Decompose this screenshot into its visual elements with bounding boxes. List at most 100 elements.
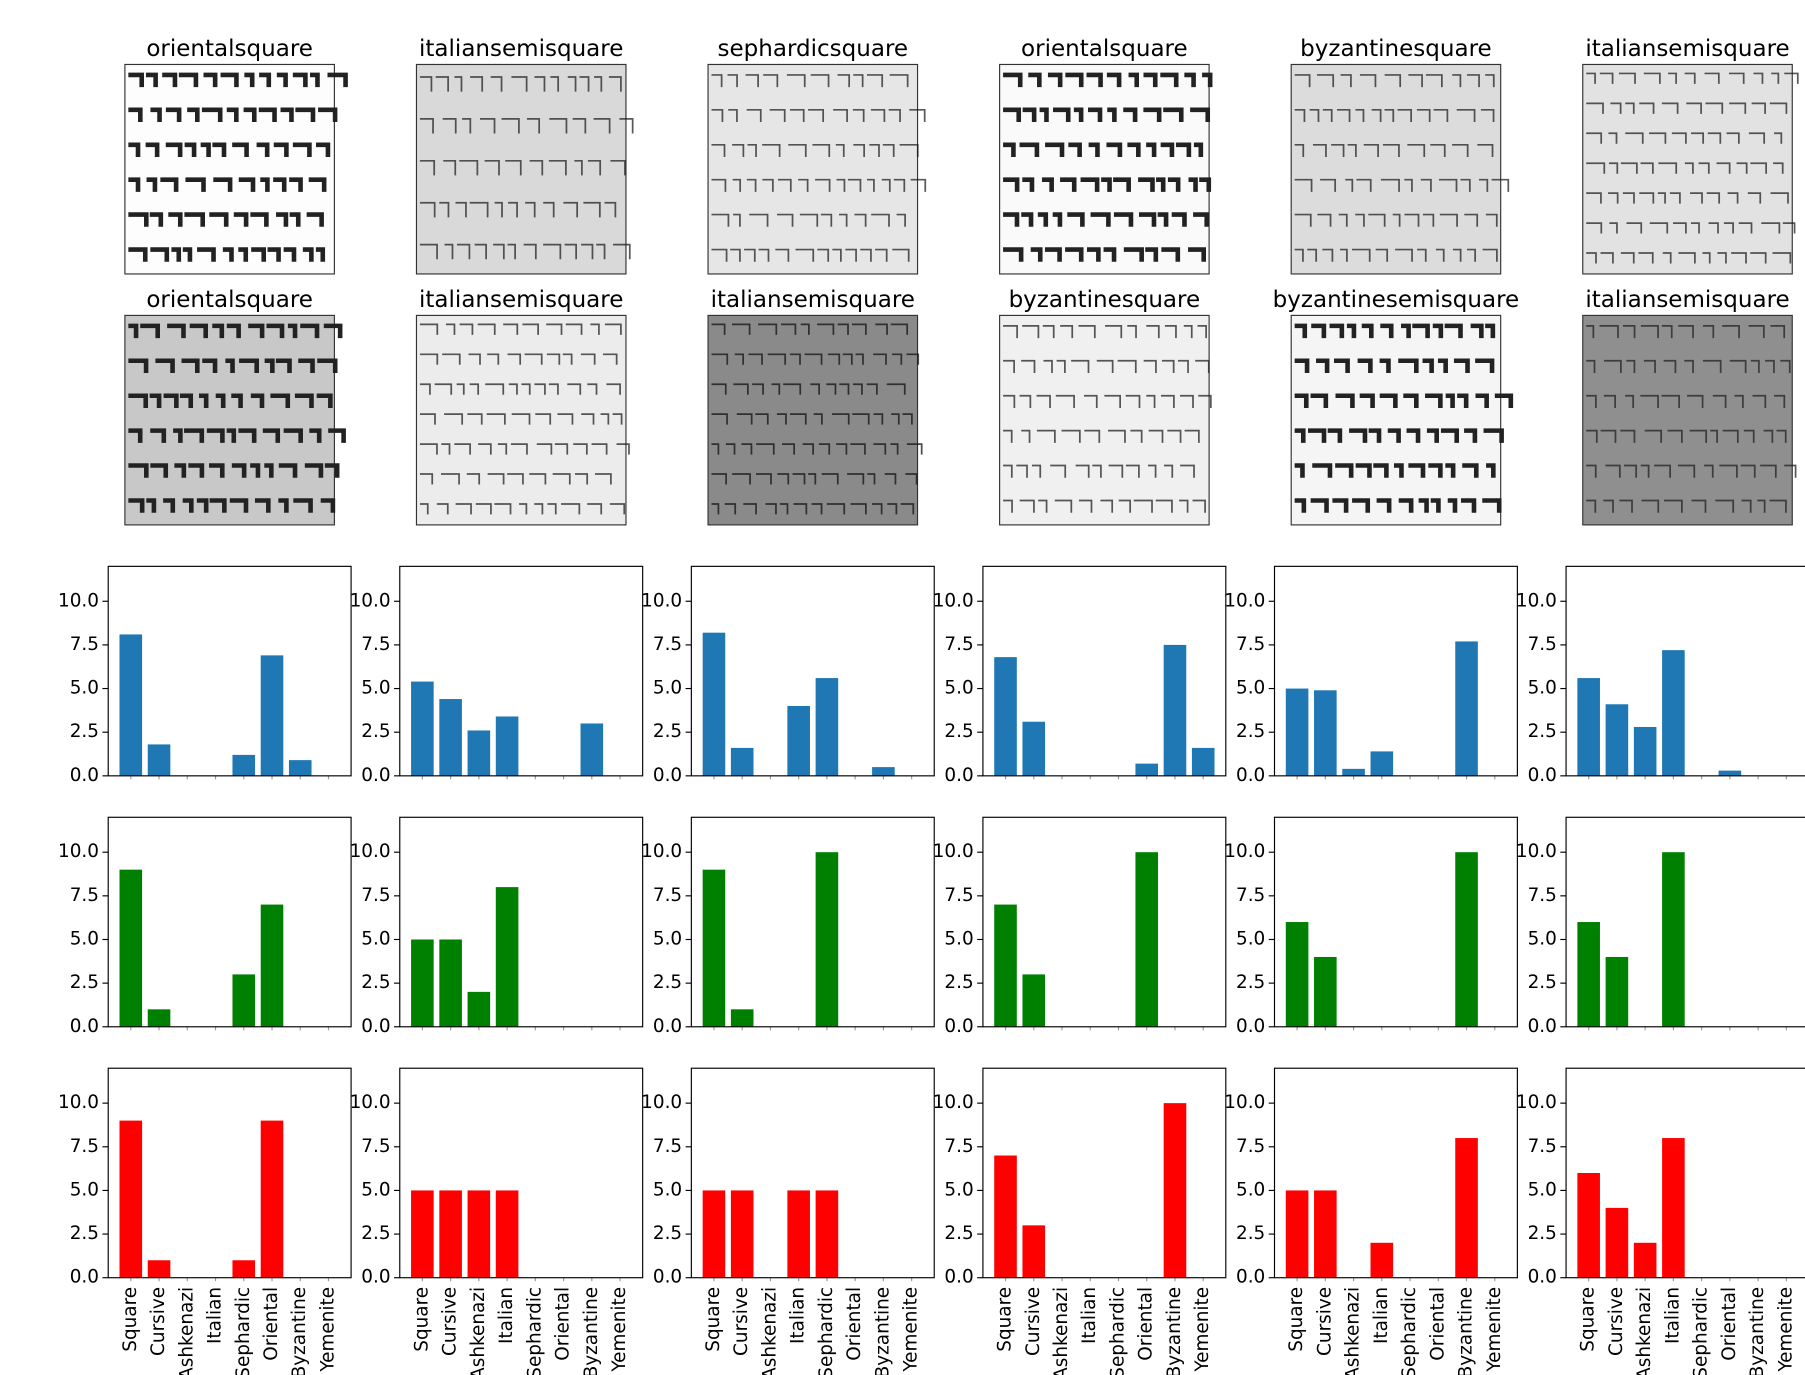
y-tick-label: 5.0 — [1236, 1179, 1265, 1200]
y-tick-label: 10.0 — [1224, 841, 1265, 862]
y-tick-label: 7.5 — [70, 1136, 99, 1157]
bar — [703, 633, 726, 776]
bar — [703, 1190, 726, 1277]
bar — [1662, 650, 1685, 776]
y-tick-label: 7.5 — [361, 634, 390, 655]
y-tick-label: 0.0 — [1528, 1016, 1557, 1037]
plot-frame — [1566, 1068, 1805, 1278]
image-title: italiansemisquare — [419, 287, 623, 313]
y-tick-label: 7.5 — [70, 885, 99, 906]
y-tick-label: 2.5 — [653, 972, 682, 993]
x-tick-label: Cursive — [1023, 1287, 1044, 1356]
manuscript-image — [708, 315, 922, 525]
bar — [1314, 1190, 1337, 1277]
x-tick-label: Oriental — [553, 1287, 574, 1361]
y-tick-label: 2.5 — [361, 1223, 390, 1244]
plot-frame — [400, 1068, 643, 1278]
image-frame — [708, 315, 918, 525]
x-tick-label: Square — [1286, 1287, 1307, 1352]
bar — [703, 870, 726, 1027]
image-frame — [1583, 64, 1793, 274]
y-tick-label: 5.0 — [1528, 1179, 1557, 1200]
y-tick-label: 7.5 — [653, 634, 682, 655]
bar — [1455, 641, 1478, 775]
bar — [1455, 852, 1478, 1027]
bar — [1022, 1225, 1045, 1277]
plot-frame — [400, 817, 643, 1027]
x-tick-label: Byzantine — [1164, 1287, 1185, 1375]
image-title: byzantinesquare — [1300, 36, 1492, 62]
manuscript-image — [1583, 315, 1796, 525]
y-tick-label: 5.0 — [1528, 678, 1557, 699]
bar — [1342, 769, 1365, 776]
bar — [439, 1190, 462, 1277]
bar — [232, 974, 255, 1026]
y-tick-label: 7.5 — [1528, 634, 1557, 655]
y-tick-label: 2.5 — [70, 1223, 99, 1244]
y-tick-label: 2.5 — [944, 721, 973, 742]
y-tick-label: 10.0 — [1516, 590, 1557, 611]
x-tick-label: Byzantine — [1747, 1287, 1768, 1375]
image-frame — [125, 315, 335, 525]
plot-frame — [108, 566, 351, 776]
y-tick-label: 10.0 — [350, 590, 391, 611]
plot-frame — [983, 1068, 1226, 1278]
bar — [1371, 751, 1394, 775]
bar — [872, 767, 895, 776]
x-tick-label: Byzantine — [289, 1287, 310, 1375]
y-tick-label: 2.5 — [653, 1223, 682, 1244]
manuscript-image — [125, 315, 344, 525]
bar — [787, 1190, 810, 1277]
bar — [1286, 1190, 1309, 1277]
y-tick-label: 2.5 — [1236, 721, 1265, 742]
bar — [1286, 922, 1309, 1027]
image-frame — [1000, 315, 1210, 525]
image-title: italiansemisquare — [419, 36, 623, 62]
x-tick-label: Ashkenazi — [176, 1287, 197, 1375]
y-tick-label: 0.0 — [1236, 765, 1265, 786]
plot-frame — [691, 566, 934, 776]
bar — [261, 655, 284, 775]
x-tick-label: Italian — [205, 1287, 226, 1344]
x-tick-label: Sephardic — [524, 1287, 545, 1375]
y-tick-label: 10.0 — [350, 841, 391, 862]
bar — [232, 1260, 255, 1277]
y-tick-label: 0.0 — [944, 765, 973, 786]
x-tick-label: Oriental — [1136, 1287, 1157, 1361]
y-tick-label: 0.0 — [944, 1016, 973, 1037]
manuscript-image — [416, 64, 632, 274]
x-tick-label: Byzantine — [581, 1287, 602, 1375]
y-tick-label: 10.0 — [641, 841, 682, 862]
y-tick-label: 2.5 — [1236, 1223, 1265, 1244]
y-tick-label: 2.5 — [70, 721, 99, 742]
bar — [439, 939, 462, 1026]
bar — [411, 682, 434, 776]
manuscript-image — [1291, 315, 1511, 525]
x-tick-label: Yemenite — [1484, 1287, 1505, 1373]
plot-frame — [1274, 566, 1517, 776]
x-tick-label: Ashkenazi — [1051, 1287, 1072, 1375]
y-tick-label: 10.0 — [58, 1092, 99, 1113]
y-tick-label: 7.5 — [653, 1136, 682, 1157]
image-title: orientalsquare — [1021, 36, 1188, 62]
bar — [1192, 748, 1215, 776]
x-tick-label: Cursive — [1314, 1287, 1335, 1356]
y-tick-label: 2.5 — [1528, 721, 1557, 742]
bar — [148, 1260, 171, 1277]
x-tick-label: Italian — [1662, 1287, 1683, 1344]
bar — [1719, 771, 1742, 776]
bar — [1314, 957, 1337, 1027]
bar — [816, 852, 839, 1027]
image-title: byzantinesemisquare — [1273, 287, 1520, 313]
y-tick-label: 5.0 — [1236, 678, 1265, 699]
y-tick-label: 5.0 — [944, 1179, 973, 1200]
bar — [787, 706, 810, 776]
y-tick-label: 0.0 — [1528, 765, 1557, 786]
x-tick-label: Square — [411, 1287, 432, 1352]
bar — [468, 730, 491, 775]
bar — [1022, 974, 1045, 1026]
x-tick-label: Italian — [1079, 1287, 1100, 1344]
manuscript-image — [125, 64, 346, 274]
bar — [1135, 852, 1158, 1027]
x-tick-label: Cursive — [440, 1287, 461, 1356]
